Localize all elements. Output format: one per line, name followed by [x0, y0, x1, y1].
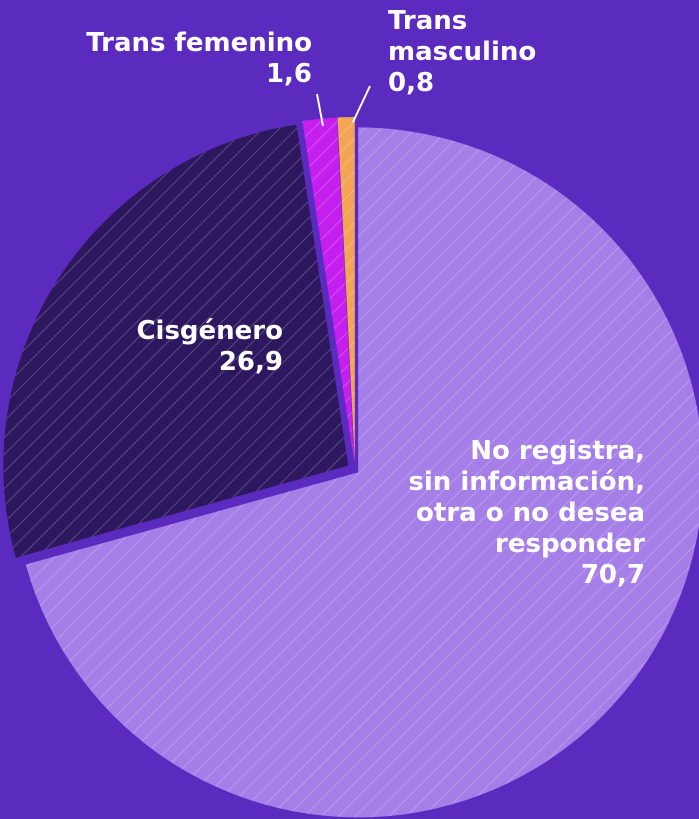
- category-label: Trans masculino: [388, 6, 537, 67]
- value-label: 0,8: [388, 68, 435, 98]
- leader-line: [316, 93, 324, 127]
- slice-hatch: [3, 124, 349, 558]
- leader-line: [352, 85, 371, 123]
- category-label: Trans femenino: [86, 28, 312, 58]
- category-label: Cisgénero: [136, 316, 283, 346]
- slice-label: No registra, sin información, otra o no …: [408, 436, 645, 591]
- slice-label: Trans masculino 0,8: [388, 6, 536, 99]
- value-label: 26,9: [218, 347, 283, 377]
- slice-label: Cisgénero 26,9: [136, 316, 283, 378]
- slice-hatch: [25, 127, 699, 818]
- slice-hatch: [337, 117, 355, 463]
- value-label: 1,6: [265, 59, 312, 89]
- slice-hatch: [302, 117, 355, 463]
- value-label: 70,7: [580, 560, 645, 590]
- category-label: No registra, sin información, otra o no …: [408, 436, 645, 559]
- pie: [3, 117, 699, 818]
- slice-label: Trans femenino 1,6: [86, 28, 312, 90]
